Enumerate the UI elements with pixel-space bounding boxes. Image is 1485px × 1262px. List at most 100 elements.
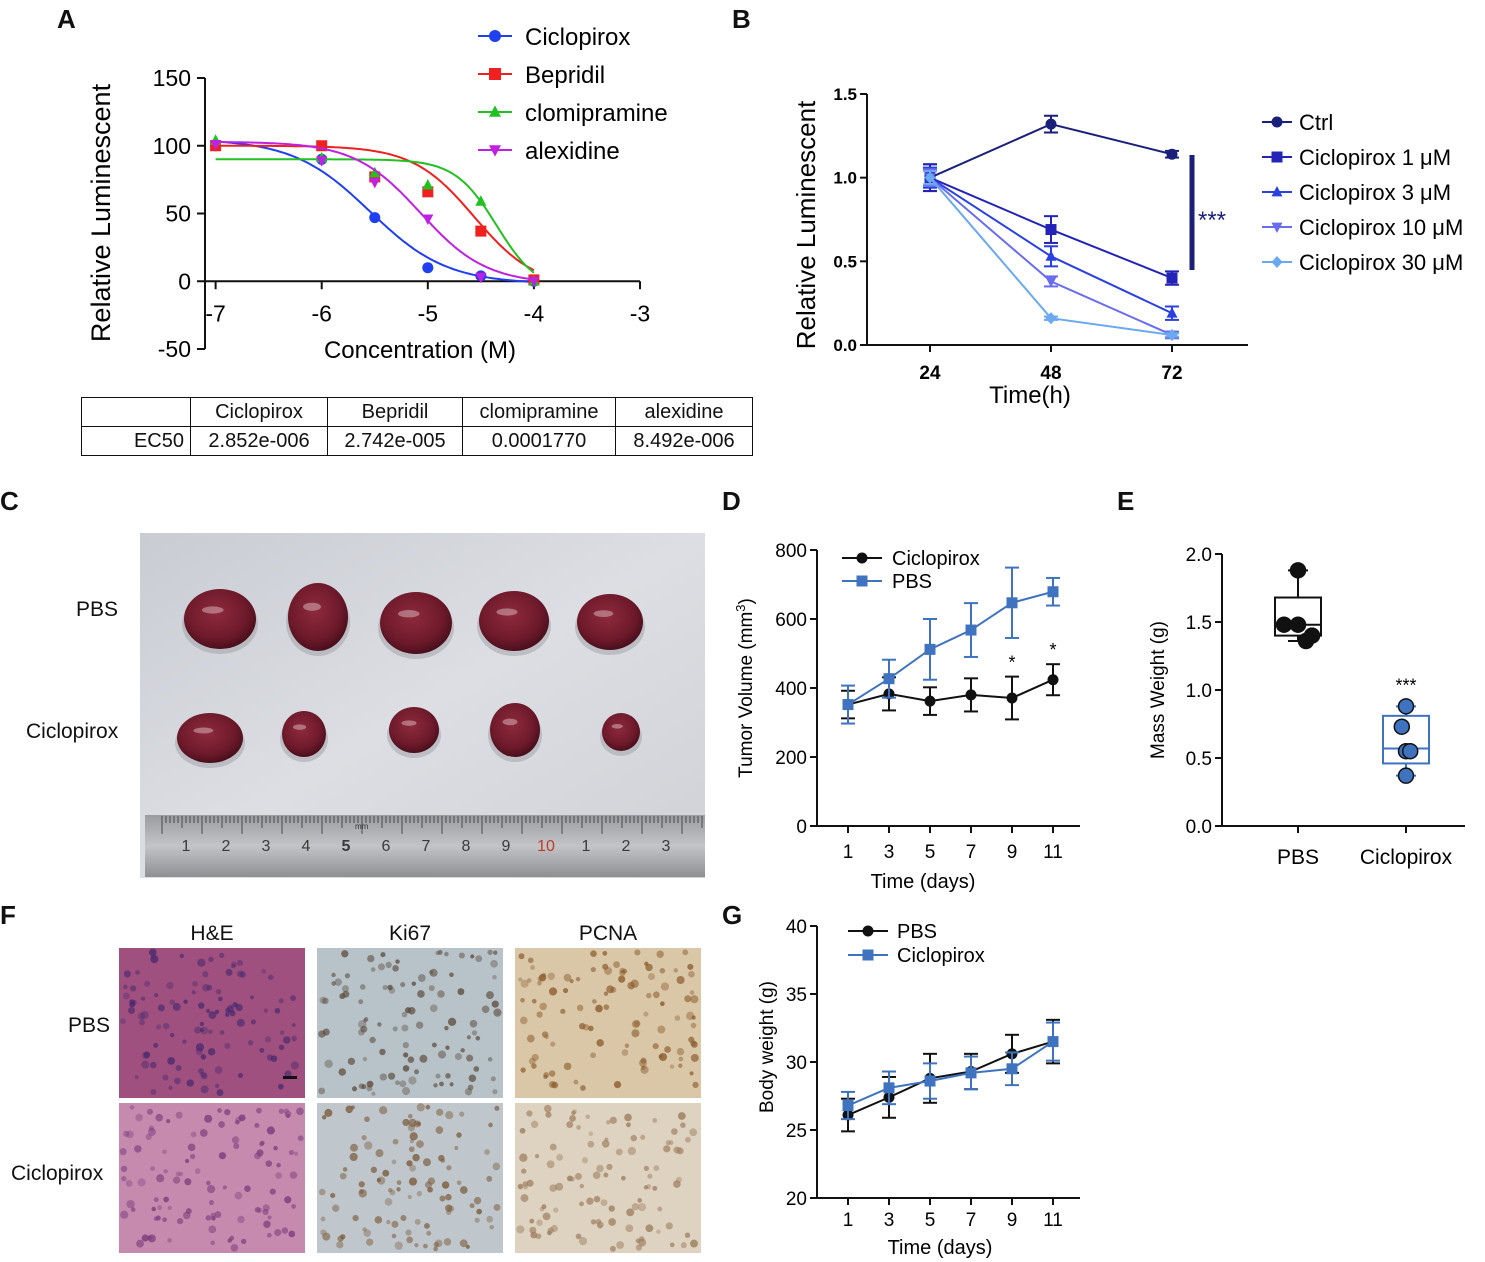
legend-marker — [856, 575, 868, 587]
nucleus — [268, 974, 274, 981]
ec50-value-cell: 2.852e-006 — [190, 426, 328, 456]
nucleus — [382, 1169, 390, 1177]
nucleus — [436, 1108, 444, 1116]
nucleus — [689, 990, 695, 995]
nucleus — [350, 1105, 355, 1110]
nucleus — [167, 1238, 172, 1243]
y-tick-label: 35 — [786, 985, 807, 1006]
nucleus — [487, 949, 493, 955]
legend-marker — [1271, 151, 1283, 163]
x-tick-label: 5 — [925, 842, 936, 863]
data-point — [1047, 674, 1059, 686]
nucleus — [595, 1004, 603, 1013]
ruler-label: 4 — [302, 838, 311, 855]
nucleus — [342, 990, 350, 998]
nucleus — [321, 1115, 327, 1120]
nucleus — [548, 987, 558, 996]
nucleus — [150, 955, 159, 964]
nucleus — [486, 991, 494, 1000]
nucleus — [408, 1118, 417, 1127]
nucleus — [424, 1223, 430, 1229]
nucleus — [608, 1218, 616, 1226]
nucleus — [278, 1083, 284, 1090]
nucleus — [222, 1185, 227, 1190]
y-tick-label: 600 — [775, 610, 807, 631]
nucleus — [467, 1084, 474, 1091]
nucleus — [682, 949, 689, 956]
nucleus — [234, 1191, 243, 1200]
nucleus — [569, 1115, 576, 1122]
data-point-Bepridil — [475, 225, 487, 237]
data-point — [1166, 272, 1178, 284]
nucleus — [150, 1088, 157, 1095]
ruler-label: 2 — [622, 838, 631, 855]
nucleus — [274, 1007, 281, 1014]
nucleus — [259, 1047, 265, 1053]
nucleus — [569, 979, 574, 984]
nucleus — [395, 959, 400, 964]
nucleus — [273, 1145, 278, 1151]
nucleus — [169, 999, 175, 1005]
legend-label: PBS — [892, 571, 932, 593]
nucleus — [669, 1064, 675, 1069]
ec50-value-row: EC50 2.852e-006 2.742e-005 0.0001770 8.4… — [81, 426, 753, 456]
legend-marker — [489, 68, 501, 80]
data-point — [883, 673, 895, 685]
nucleus — [123, 970, 131, 978]
nucleus — [668, 1140, 674, 1145]
nucleus — [416, 1121, 422, 1127]
y-tick-label: 40 — [786, 917, 807, 938]
nucleus — [518, 953, 525, 960]
x-tick-label: 72 — [1161, 363, 1182, 384]
nucleus — [676, 975, 685, 985]
nucleus — [530, 965, 535, 970]
nucleus — [528, 1057, 536, 1065]
nucleus — [168, 1085, 173, 1090]
nucleus — [293, 1151, 299, 1156]
tumor — [602, 713, 640, 751]
data-point — [924, 643, 936, 655]
nucleus — [493, 1203, 501, 1211]
nucleus — [609, 1116, 617, 1124]
nucleus — [134, 1074, 139, 1080]
nucleus — [576, 1004, 584, 1012]
nucleus — [386, 1219, 391, 1225]
nucleus — [613, 961, 621, 969]
x-tick-label: 7 — [966, 842, 977, 863]
nucleus — [639, 1059, 647, 1067]
nucleus — [530, 1231, 538, 1239]
y-axis-title: Body weight (g) — [757, 981, 778, 1113]
nucleus — [231, 1136, 240, 1144]
legend-unit: μM — [1420, 180, 1451, 205]
nucleus — [474, 1217, 480, 1223]
nucleus — [358, 1181, 365, 1188]
nucleus — [364, 1141, 373, 1150]
nucleus — [406, 1160, 413, 1167]
ruler-label: 6 — [382, 838, 391, 855]
nucleus — [284, 1196, 292, 1204]
nucleus — [537, 981, 542, 986]
nucleus — [690, 1022, 697, 1029]
nucleus — [263, 1008, 269, 1013]
nucleus — [531, 1053, 539, 1062]
x-tick-label: -5 — [418, 300, 438, 326]
nucleus — [163, 1169, 168, 1174]
nucleus — [155, 1215, 161, 1221]
nucleus — [688, 970, 695, 978]
y-axis-title-end: ) — [736, 598, 757, 604]
legend-label: Ciclopirox 30 μM — [1299, 250, 1463, 275]
nucleus — [322, 997, 329, 1005]
tumor — [490, 703, 540, 757]
nucleus — [675, 1176, 682, 1183]
nucleus — [338, 1068, 347, 1076]
nucleus — [457, 988, 465, 996]
nucleus — [396, 1187, 401, 1192]
nucleus — [371, 1091, 376, 1096]
legend-label: clomipramine — [525, 100, 668, 127]
nucleus — [363, 1229, 371, 1237]
nucleus — [492, 1162, 501, 1171]
nucleus — [370, 967, 376, 972]
nucleus — [143, 1051, 151, 1059]
tumor-highlight — [502, 718, 518, 726]
nucleus — [429, 968, 438, 977]
